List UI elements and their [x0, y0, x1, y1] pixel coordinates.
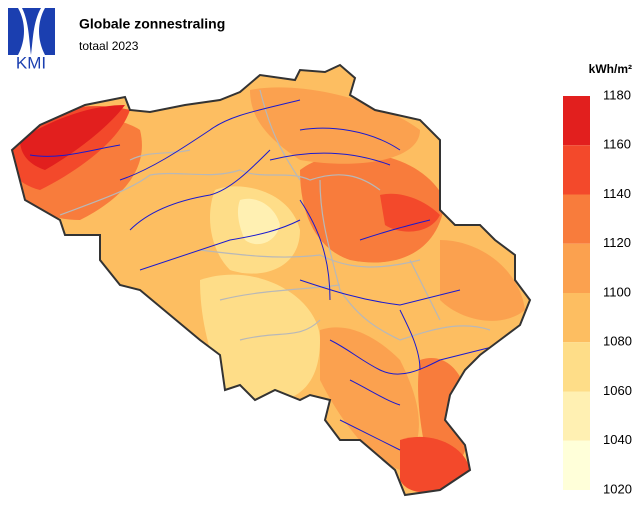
region — [237, 198, 280, 245]
legend-swatch — [563, 243, 590, 293]
legend-tick-label: 1020 — [603, 481, 632, 496]
region — [300, 153, 445, 263]
logo: KMI — [8, 8, 55, 72]
region — [320, 327, 419, 470]
legend-swatch — [563, 342, 590, 392]
legend-tick-label: 1120 — [603, 235, 631, 250]
legend-swatch — [563, 96, 590, 146]
legend-swatch — [563, 194, 590, 244]
legend-swatch — [563, 440, 590, 490]
legend-tick-label: 1160 — [603, 137, 631, 152]
legend-tick-label: 1060 — [603, 383, 632, 398]
region — [380, 193, 440, 232]
legend-swatch — [563, 293, 590, 343]
legend-tick-label: 1080 — [603, 334, 632, 349]
region — [400, 436, 470, 493]
logo-mark — [8, 8, 55, 55]
subtitle: totaal 2023 — [79, 39, 139, 53]
logo-text: KMI — [16, 53, 46, 72]
legend-unit: kWh/m² — [589, 62, 632, 76]
region — [440, 240, 525, 321]
region — [250, 87, 420, 164]
region — [20, 105, 125, 170]
legend-tick-label: 1040 — [603, 432, 632, 447]
rivers — [29, 99, 501, 451]
legend-tick-label: 1140 — [603, 186, 631, 201]
title: Globale zonnestraling — [79, 16, 225, 32]
legend-tick-label: 1180 — [603, 87, 631, 102]
legend-swatch — [563, 391, 590, 441]
legend-tick-label: 1100 — [603, 284, 631, 299]
legend-swatch — [563, 145, 590, 195]
borders — [59, 89, 491, 341]
region — [200, 274, 320, 404]
map — [12, 65, 530, 495]
